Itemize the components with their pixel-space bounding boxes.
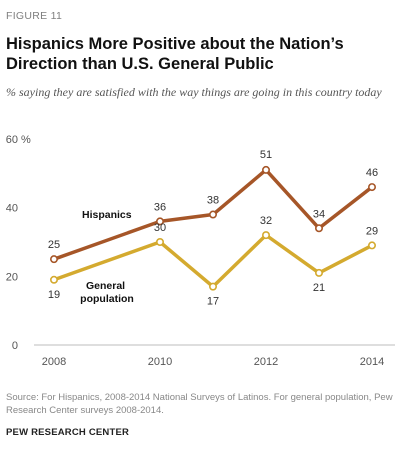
data-label-general-population: 21: [313, 282, 325, 294]
series-line-hispanics: [53, 168, 374, 261]
data-label-general-population: 17: [207, 296, 219, 308]
data-point-hispanics: [156, 217, 165, 226]
chart-title: Hispanics More Positive about the Nation…: [6, 35, 344, 73]
y-tick-label: 20: [6, 271, 18, 283]
x-tick-label: 2012: [254, 356, 278, 368]
series-points: [49, 165, 376, 291]
data-label-hispanics: 25: [48, 239, 60, 251]
x-tick-label: 2008: [42, 356, 66, 368]
chart-subtitle: % saying they are satisfied with the way…: [6, 85, 382, 99]
data-label-hispanics: 38: [207, 195, 219, 207]
data-label-general-population: 19: [48, 289, 60, 301]
data-point-general-population: [49, 275, 58, 284]
series-label-hispanics: Hispanics: [82, 209, 132, 221]
data-point-general-population: [367, 241, 376, 250]
data-label-general-population: 29: [366, 225, 378, 237]
x-axis-ticks: 2008 2010 2012 2014: [42, 356, 384, 368]
y-axis-ticks: 0 20 40 60%: [6, 134, 31, 352]
x-tick-label: 2010: [148, 356, 172, 368]
x-tick-label: 2014: [360, 356, 384, 368]
data-labels: 25 36 38 51 34 46 19 30 17 32 21 29: [48, 149, 378, 308]
y-tick-label: 60: [6, 134, 18, 146]
figure-label: FIGURE 11: [6, 10, 63, 22]
data-point-hispanics: [314, 224, 323, 233]
data-point-general-population: [261, 231, 270, 240]
data-point-general-population: [156, 238, 165, 247]
y-tick-label: 40: [6, 203, 18, 215]
data-label-hispanics: 51: [260, 149, 272, 161]
y-tick-label: 0: [12, 340, 18, 352]
source-note: Source: For Hispanics, 2008-2014 Nationa…: [6, 392, 393, 416]
series-lines: [53, 168, 374, 289]
data-label-general-population: 30: [154, 222, 166, 234]
data-point-hispanics: [261, 165, 270, 174]
series-label-general-population-line1: General: [86, 280, 125, 292]
y-unit-label: %: [21, 134, 31, 146]
footer-credit: PEW RESEARCH CENTER: [6, 427, 130, 438]
series-label-general-population: General population: [80, 280, 134, 305]
data-label-hispanics: 46: [366, 167, 378, 179]
data-point-hispanics: [49, 255, 58, 264]
data-point-hispanics: [209, 210, 218, 219]
data-label-hispanics: 36: [154, 201, 166, 213]
data-label-general-population: 32: [260, 215, 272, 227]
data-point-general-population: [314, 268, 323, 277]
series-label-general-population-line2: population: [80, 293, 134, 305]
data-point-general-population: [209, 282, 218, 291]
data-label-hispanics: 34: [313, 208, 325, 220]
data-point-hispanics: [367, 183, 376, 192]
series-line-general-population: [53, 233, 373, 289]
